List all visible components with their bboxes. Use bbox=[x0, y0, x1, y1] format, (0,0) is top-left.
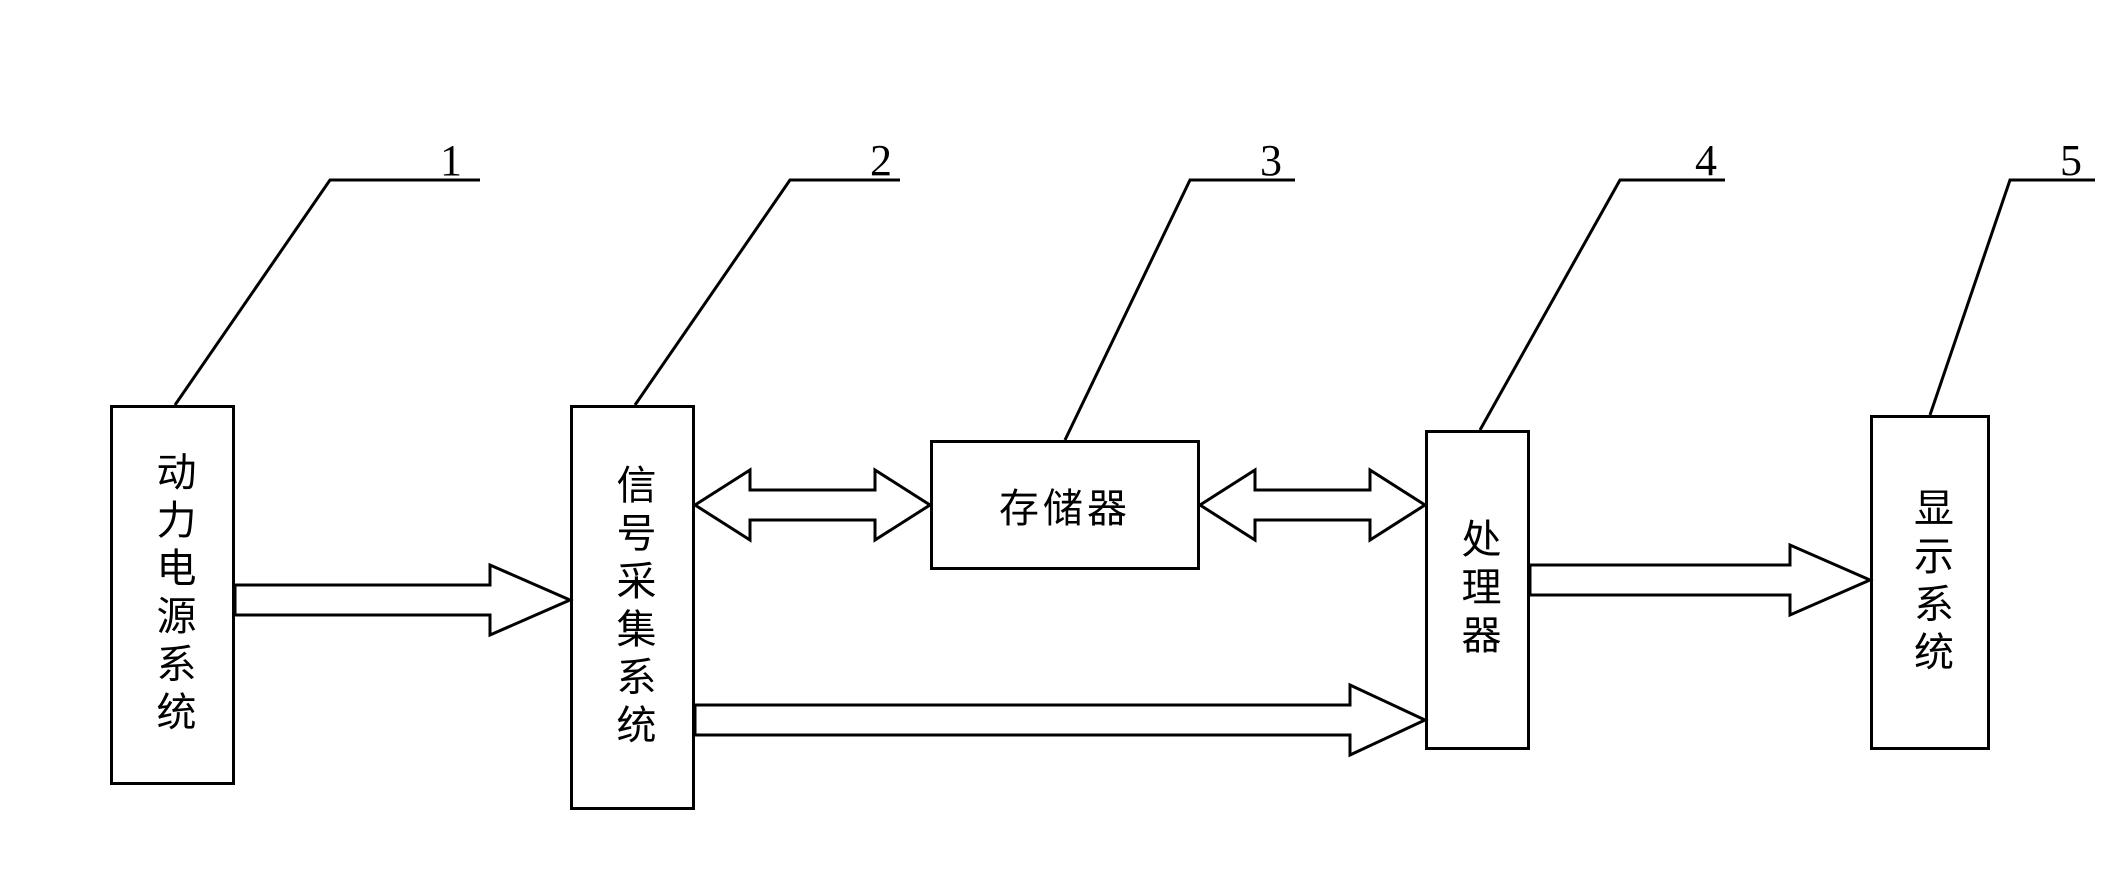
edge-5 bbox=[1530, 545, 1870, 615]
edge-4 bbox=[695, 685, 1425, 755]
edge-3 bbox=[1200, 470, 1425, 540]
edge-2 bbox=[695, 470, 930, 540]
arrows-layer bbox=[0, 0, 2114, 888]
edge-1 bbox=[235, 565, 570, 635]
